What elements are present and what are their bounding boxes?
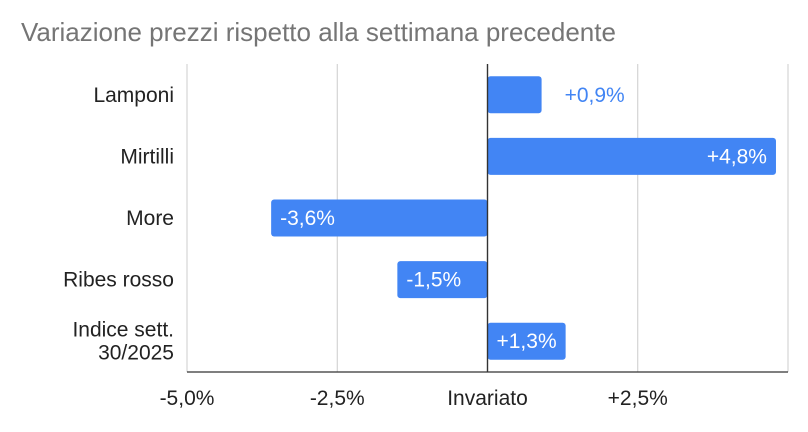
data-label: +0,9% <box>565 84 625 107</box>
category-label: Lamponi <box>93 84 174 107</box>
data-label: +4,8% <box>707 145 767 168</box>
category-label: Ribes rosso <box>63 269 174 292</box>
chart-title: Variazione prezzi rispetto alla settiman… <box>21 17 616 47</box>
bar[interactable] <box>397 261 488 299</box>
data-label: +1,3% <box>496 330 556 353</box>
bar[interactable] <box>487 137 776 175</box>
data-label: -1,5% <box>406 269 461 292</box>
category-label: Indice sett. 30/2025 <box>72 319 174 365</box>
category-label: Mirtilli <box>120 145 174 168</box>
x-tick-label: -2,5% <box>310 387 365 410</box>
bar[interactable] <box>487 322 566 360</box>
x-tick-label: -5,0% <box>160 387 215 410</box>
category-label: More <box>126 207 174 230</box>
bar[interactable] <box>271 199 488 237</box>
x-tick-label: Invariato <box>447 387 528 410</box>
data-label: -3,6% <box>280 207 335 230</box>
x-tick-label: +2,5% <box>608 387 668 410</box>
bar[interactable] <box>487 76 542 114</box>
